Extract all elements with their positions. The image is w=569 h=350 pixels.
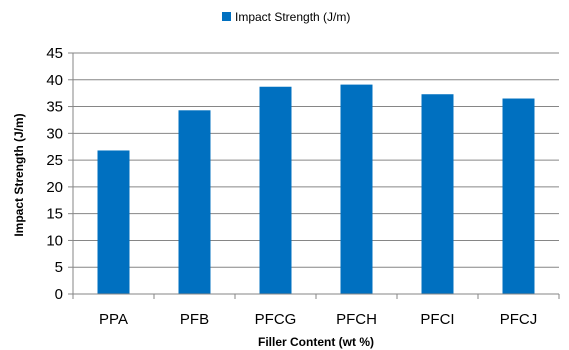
legend-label: Impact Strength (J/m) [235,10,350,24]
x-tick-label: PFCG [255,311,297,328]
x-tick-label: PFCH [336,311,377,328]
bars [97,84,535,295]
y-tick-label: 0 [55,286,63,303]
y-tick-label: 25 [46,152,63,169]
bar [97,150,130,294]
x-tick-label: PFB [180,311,209,328]
bar [340,84,373,294]
x-tick-label: PFCJ [500,311,538,328]
y-tick-label: 15 [46,206,63,223]
gridlines [73,52,559,268]
y-tick-label: 30 [46,125,63,142]
bar [178,110,211,294]
axes [68,52,560,299]
y-tick-label: 45 [46,45,63,62]
x-axis-label: Filler Content (wt %) [258,335,374,349]
legend-swatch [222,12,231,21]
bar [421,94,454,294]
y-tick-label: 10 [46,232,63,249]
y-tick-labels: 0 5 10 15 20 25 30 35 40 45 [46,45,63,303]
x-tick-label: PPA [99,311,128,328]
legend: Impact Strength (J/m) [222,10,350,24]
y-tick-label: 5 [55,259,63,276]
y-tick-label: 40 [46,72,63,89]
y-tick-label: 35 [46,99,63,116]
y-axis-label: Impact Strength (J/m) [12,113,26,236]
x-tick-label: PFCI [420,311,454,328]
y-tick-label: 20 [46,179,63,196]
bar [259,86,292,295]
bar [502,98,535,295]
x-tick-labels: PPA PFB PFCG PFCH PFCI PFCJ [99,311,537,328]
